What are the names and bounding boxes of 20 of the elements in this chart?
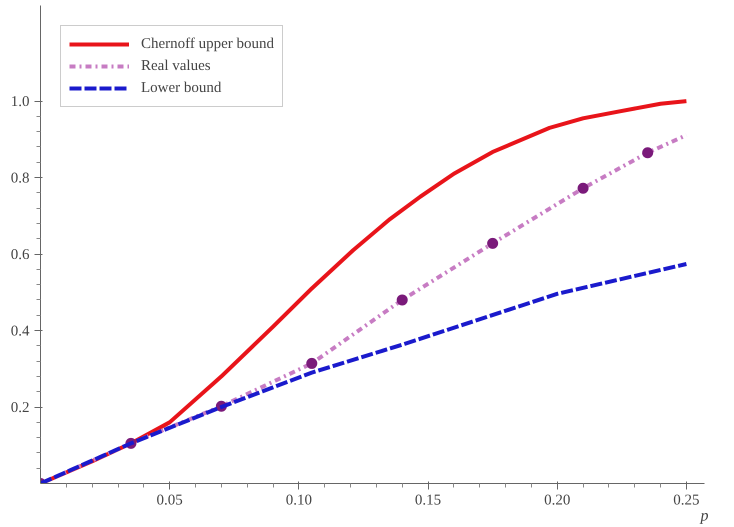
point [487, 238, 498, 249]
y-tick-label: 1.0 [10, 94, 30, 110]
point [396, 294, 408, 306]
legend-label: Chernoff upper bound [141, 34, 274, 54]
x-tick-label: 0.10 [286, 492, 312, 508]
y-tick-label: 0.6 [10, 247, 30, 264]
legend-label: Lower bound [141, 78, 222, 98]
x-axis-title: p [700, 508, 708, 524]
point [578, 182, 589, 194]
legend-label: Real values [141, 56, 211, 76]
y-tick-label: 0.4 [10, 324, 30, 340]
line-series [40, 262, 688, 484]
x-tick-label: 0.15 [414, 492, 442, 508]
x-tick-label: 0.05 [156, 492, 183, 508]
point [642, 147, 654, 158]
y-tick-label: 0.8 [10, 170, 30, 187]
point [306, 358, 318, 369]
y-tick-label: 0.2 [10, 400, 30, 416]
x-tick-label: 0.20 [544, 492, 570, 508]
x-tick-label: 0.25 [673, 492, 700, 508]
